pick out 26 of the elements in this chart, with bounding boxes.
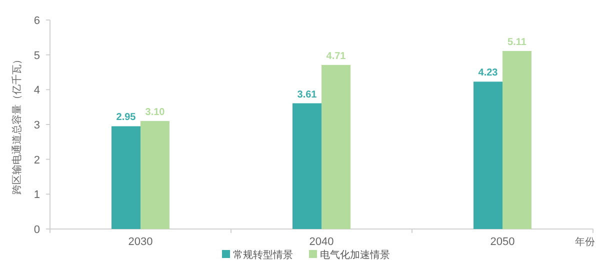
y-tick-label: 0 — [34, 224, 40, 236]
text: 3.10 — [145, 107, 165, 118]
bar — [112, 126, 140, 229]
y-tick-label: 5 — [34, 50, 40, 62]
y-tick-label: 6 — [34, 15, 40, 27]
x-tick-label: 2040 — [309, 236, 334, 248]
text: 3.61 — [297, 89, 317, 100]
text: 4.71 — [326, 50, 346, 62]
bar — [140, 121, 170, 229]
y-tick-label: 1 — [34, 189, 40, 202]
text: 4.23 — [478, 68, 498, 79]
text: 5.11 — [508, 37, 526, 48]
bar — [322, 64, 350, 229]
bar — [474, 82, 502, 229]
legend-label: 常规转型情景 — [233, 249, 293, 261]
legend-label: 电气化加速情景 — [320, 249, 390, 261]
y-tick-label: 2 — [34, 154, 40, 166]
y-axis-title: 跨区输电通道总容量（亿千瓦） — [11, 54, 23, 194]
y-tick-label: 4 — [34, 84, 40, 97]
x-tick-label: 2050 — [490, 236, 515, 248]
text: 2.95 — [116, 112, 136, 124]
bar — [502, 51, 532, 229]
bar — [292, 103, 322, 229]
y-tick-label: 3 — [34, 120, 40, 132]
x-axis-title: 年份 — [575, 236, 595, 248]
x-tick-label: 2030 — [128, 236, 153, 248]
